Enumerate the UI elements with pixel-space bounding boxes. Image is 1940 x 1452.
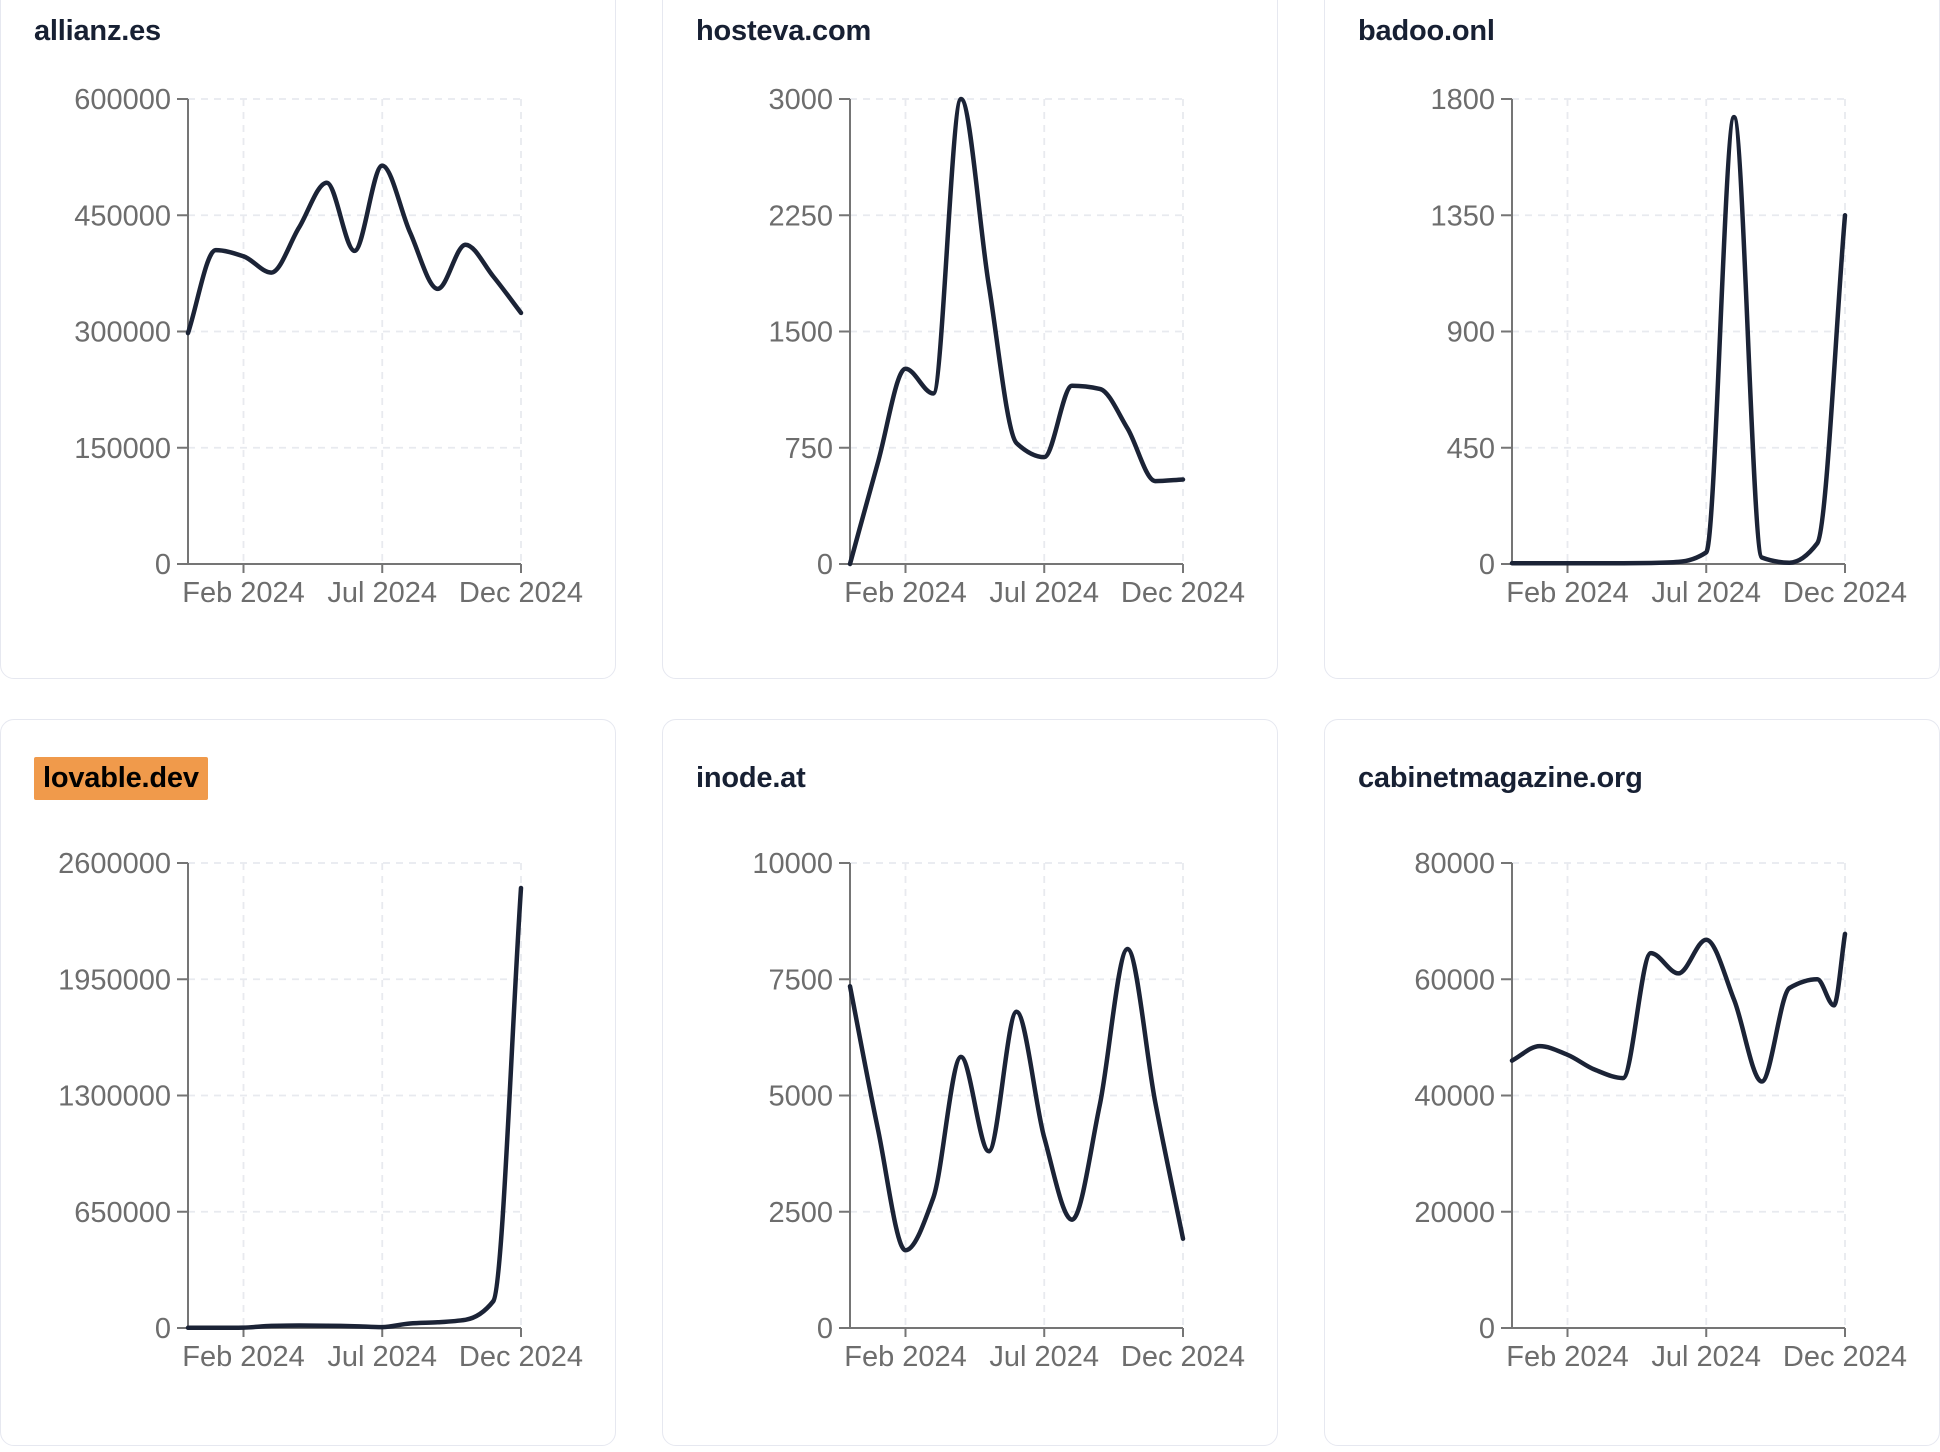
svg-text:Feb 2024: Feb 2024 xyxy=(1506,1341,1629,1373)
svg-text:150000: 150000 xyxy=(74,433,171,465)
svg-text:20000: 20000 xyxy=(1414,1197,1495,1229)
svg-text:40000: 40000 xyxy=(1414,1081,1495,1113)
svg-text:7500: 7500 xyxy=(768,964,833,996)
domain-label: hosteva.com xyxy=(696,15,872,47)
svg-text:600000: 600000 xyxy=(74,84,171,116)
chart-card-badoo[interactable]: badoo.onl 0 450 900 1350 1800 Feb 2024 Jul 202… xyxy=(1324,0,1940,679)
svg-text:80000: 80000 xyxy=(1414,848,1495,880)
svg-text:Dec 2024: Dec 2024 xyxy=(1783,577,1907,609)
line-chart: 0 450 900 1350 1800 Feb 2024 Jul 2024 Dec 2024 xyxy=(1430,84,1907,609)
svg-text:2250: 2250 xyxy=(768,200,833,232)
chart-title: hosteva.com xyxy=(696,15,871,48)
domain-label: allianz.es xyxy=(34,15,161,47)
svg-text:1300000: 1300000 xyxy=(58,1081,171,1113)
svg-text:Feb 2024: Feb 2024 xyxy=(182,1341,305,1373)
svg-text:Feb 2024: Feb 2024 xyxy=(844,1341,967,1373)
svg-text:0: 0 xyxy=(155,1313,171,1345)
chart-card-inode[interactable]: inode.at 0 2500 5000 7500 10000 Feb 2024 Jul 2… xyxy=(662,719,1278,1446)
chart-title: allianz.es xyxy=(34,15,161,48)
chart-card-lovable[interactable]: lovable.dev 0 650000 1300000 1950000 2600000… xyxy=(0,719,616,1446)
svg-text:5000: 5000 xyxy=(768,1081,833,1113)
svg-text:1800: 1800 xyxy=(1430,84,1495,116)
svg-text:0: 0 xyxy=(817,1313,833,1345)
svg-text:Jul 2024: Jul 2024 xyxy=(327,1341,437,1373)
svg-text:0: 0 xyxy=(1479,549,1495,581)
svg-text:10000: 10000 xyxy=(752,848,833,880)
chart-title: badoo.onl xyxy=(1358,15,1495,48)
chart-card-hosteva[interactable]: hosteva.com 0 750 1500 2250 3000 Feb 2024 Jul … xyxy=(662,0,1278,679)
svg-text:0: 0 xyxy=(1479,1313,1495,1345)
chart-title: cabinetmagazine.org xyxy=(1358,762,1643,795)
svg-text:300000: 300000 xyxy=(74,317,171,349)
svg-text:Dec 2024: Dec 2024 xyxy=(459,577,583,609)
chart-card-cabinetmagazine[interactable]: cabinetmagazine.org 0 20000 40000 60000 8000… xyxy=(1324,719,1940,1446)
svg-text:750: 750 xyxy=(785,433,833,465)
chart-title: inode.at xyxy=(696,762,806,795)
line-chart: 0 150000 300000 450000 600000 Feb 2024 Jul 202… xyxy=(74,84,583,609)
svg-text:1350: 1350 xyxy=(1430,200,1495,232)
svg-text:Dec 2024: Dec 2024 xyxy=(1121,1341,1245,1373)
svg-text:2600000: 2600000 xyxy=(58,848,171,880)
svg-text:450: 450 xyxy=(1447,433,1495,465)
svg-text:Jul 2024: Jul 2024 xyxy=(989,1341,1099,1373)
line-chart: 0 2500 5000 7500 10000 Feb 2024 Jul 2024 Dec 20… xyxy=(752,848,1245,1373)
line-chart: 0 20000 40000 60000 80000 Feb 2024 Jul 2024 Dec… xyxy=(1414,848,1907,1373)
svg-text:Feb 2024: Feb 2024 xyxy=(182,577,305,609)
svg-text:Feb 2024: Feb 2024 xyxy=(1506,577,1629,609)
svg-text:900: 900 xyxy=(1447,317,1495,349)
svg-text:2500: 2500 xyxy=(768,1197,833,1229)
svg-text:450000: 450000 xyxy=(74,200,171,232)
line-chart: 0 750 1500 2250 3000 Feb 2024 Jul 2024 Dec 2024 xyxy=(768,84,1245,609)
svg-text:Dec 2024: Dec 2024 xyxy=(459,1341,583,1373)
chart-card-allianz[interactable]: allianz.es 0 150000 300000 450000 600000 Feb … xyxy=(0,0,616,679)
svg-text:3000: 3000 xyxy=(768,84,833,116)
domain-label: cabinetmagazine.org xyxy=(1358,762,1643,794)
svg-text:Dec 2024: Dec 2024 xyxy=(1783,1341,1907,1373)
line-chart: 0 650000 1300000 1950000 2600000 Feb 2024 Jul … xyxy=(58,848,583,1373)
svg-text:Jul 2024: Jul 2024 xyxy=(989,577,1099,609)
svg-text:Dec 2024: Dec 2024 xyxy=(1121,577,1245,609)
chart-title: lovable.dev xyxy=(34,757,208,800)
svg-text:650000: 650000 xyxy=(74,1197,171,1229)
svg-text:60000: 60000 xyxy=(1414,964,1495,996)
svg-text:Jul 2024: Jul 2024 xyxy=(1651,1341,1761,1373)
svg-text:0: 0 xyxy=(817,549,833,581)
domain-label: badoo.onl xyxy=(1358,15,1495,47)
svg-text:0: 0 xyxy=(155,549,171,581)
svg-text:1950000: 1950000 xyxy=(58,964,171,996)
svg-text:Jul 2024: Jul 2024 xyxy=(1651,577,1761,609)
domain-label: inode.at xyxy=(696,762,806,794)
svg-text:1500: 1500 xyxy=(768,317,833,349)
svg-text:Feb 2024: Feb 2024 xyxy=(844,577,967,609)
domain-label: lovable.dev xyxy=(34,757,208,800)
svg-text:Jul 2024: Jul 2024 xyxy=(327,577,437,609)
